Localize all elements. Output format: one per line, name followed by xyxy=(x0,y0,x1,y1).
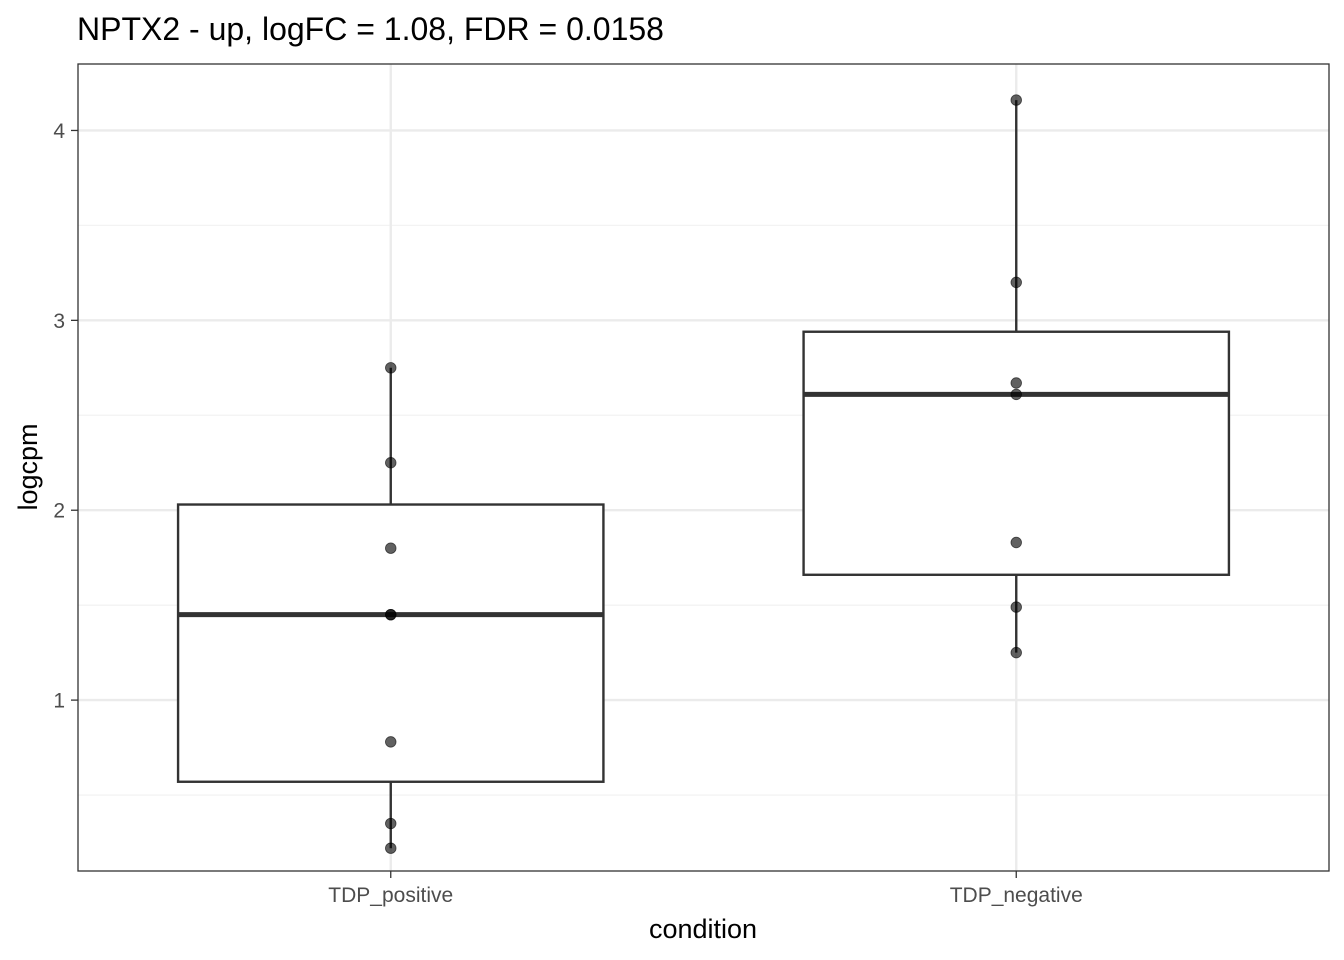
y-tick-label: 3 xyxy=(53,310,65,333)
data-point xyxy=(1010,377,1022,389)
data-point xyxy=(385,457,397,469)
x-tick-label: TDP_positive xyxy=(328,884,453,907)
data-point xyxy=(1010,94,1022,106)
y-tick-label: 4 xyxy=(53,120,65,143)
data-point xyxy=(1010,601,1022,613)
y-tick-label: 1 xyxy=(53,690,65,713)
data-point xyxy=(385,608,397,621)
data-point xyxy=(385,736,397,748)
data-point xyxy=(1010,388,1022,401)
data-point xyxy=(385,542,397,554)
data-point xyxy=(385,842,397,854)
chart-title: NPTX2 - up, logFC = 1.08, FDR = 0.0158 xyxy=(77,11,664,47)
data-point xyxy=(1010,536,1022,549)
data-point xyxy=(1010,646,1022,659)
data-point xyxy=(1010,276,1022,289)
y-tick-label: 2 xyxy=(53,500,65,523)
box-iqr xyxy=(802,330,1231,576)
y-axis-title: logcpm xyxy=(13,423,43,510)
panel-border xyxy=(77,63,1330,872)
data-point xyxy=(385,362,397,374)
x-axis-title: condition xyxy=(649,914,757,944)
x-tick-label: TDP_negative xyxy=(950,884,1083,907)
data-point xyxy=(385,817,397,830)
plot-panel: 1 2 3 4 TDP_positive TDP_negative xyxy=(53,63,1330,907)
